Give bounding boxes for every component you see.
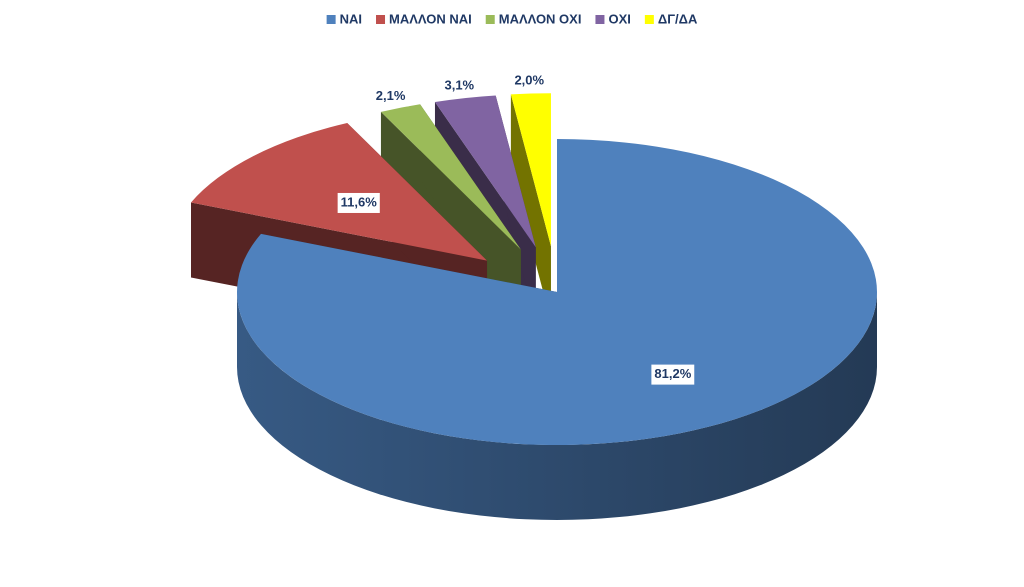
legend: ΝΑΙ ΜΑΛΛΟΝ ΝΑΙ ΜΑΛΛΟΝ ΟΧΙ ΟΧΙ ΔΓ/ΔΑ [326, 11, 698, 26]
slice-top [190, 122, 488, 261]
slice [236, 139, 878, 520]
data-label: 2,0% [511, 71, 548, 92]
slice-top [434, 95, 536, 248]
data-label-bg [441, 76, 478, 97]
slice-top [236, 139, 878, 446]
legend-swatch [644, 15, 654, 24]
slice [510, 93, 551, 322]
data-label-bg [337, 192, 380, 213]
legend-swatch [376, 15, 386, 24]
legend-label: ΔΓ/ΔΑ [658, 11, 698, 26]
legend-swatch [326, 15, 336, 24]
legend-label: ΟΧΙ [608, 11, 630, 26]
data-label: 11,6% [337, 192, 380, 213]
slice-top [380, 104, 521, 250]
slice-side [237, 292, 877, 520]
data-label: 2,1% [372, 86, 409, 107]
legend-label: ΝΑΙ [340, 11, 362, 26]
legend-label: ΜΑΛΛΟΝ ΟΧΙ [499, 11, 582, 26]
data-label-text: 11,6% [341, 194, 378, 209]
data-label-text: 81,2% [654, 366, 691, 381]
data-label-bg [511, 71, 548, 92]
data-label-text: 3,1% [444, 78, 474, 93]
data-label-text: 2,1% [376, 88, 406, 103]
legend-label: ΜΑΛΛΟΝ ΝΑΙ [389, 11, 472, 26]
data-label-text: 2,0% [514, 73, 544, 88]
data-label-bg [651, 364, 695, 385]
slice-top [510, 93, 551, 247]
legend-swatch [595, 15, 605, 24]
legend-swatch [485, 15, 495, 24]
data-label: 3,1% [441, 76, 478, 97]
slice-wall [510, 94, 551, 322]
data-label-bg [372, 86, 409, 107]
data-label: 81,2% [651, 364, 695, 385]
